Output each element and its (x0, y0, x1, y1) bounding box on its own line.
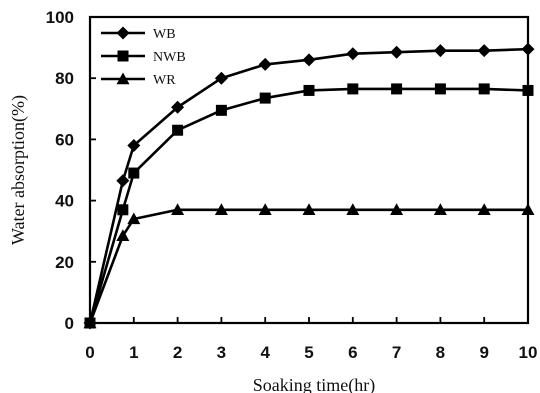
legend-label: WR (153, 73, 176, 88)
legend-label: WB (153, 27, 176, 42)
x-tick-label: 4 (260, 343, 270, 362)
y-tick-labels: 0 20 40 60 80 100 (46, 8, 74, 333)
legend: WB NWB WR (101, 26, 186, 88)
legend-item-nwb: NWB (101, 50, 186, 65)
data-point-wr (116, 229, 130, 241)
data-point-nwb (117, 204, 129, 216)
series-wb (83, 42, 535, 330)
data-point-nwb (434, 83, 446, 95)
legend-item-wr: WR (101, 72, 176, 88)
data-point-wb (433, 44, 447, 58)
data-point-nwb (259, 92, 271, 104)
data-point-nwb (303, 84, 315, 96)
data-point-nwb (522, 84, 534, 96)
series-line-wr (88, 208, 528, 324)
series-group (83, 42, 535, 330)
data-point-nwb (478, 83, 490, 95)
data-point-wr (258, 203, 272, 215)
data-point-wb (390, 45, 404, 59)
legend-marker (116, 26, 130, 40)
x-axis-title: Soaking time(hr) (253, 375, 375, 393)
x-tick-label: 7 (392, 343, 401, 362)
data-point-wr (127, 212, 141, 225)
data-point-wr (346, 203, 360, 215)
y-tick-label: 20 (55, 253, 74, 272)
y-tick-label: 100 (46, 8, 74, 27)
data-point-wb (258, 57, 272, 71)
y-tick-label: 0 (65, 314, 74, 333)
data-point-wr (302, 203, 316, 215)
x-tick-label: 10 (519, 343, 538, 362)
series-nwb (84, 83, 534, 329)
data-point-wb (214, 71, 228, 85)
legend-item-wb: WB (101, 26, 176, 42)
data-point-wb (477, 44, 491, 58)
data-point-wb (127, 139, 141, 153)
data-point-wb (116, 174, 130, 188)
x-tick-label: 1 (129, 343, 138, 362)
series-line-nwb (88, 87, 529, 324)
data-point-wb (171, 100, 185, 114)
legend-marker (116, 72, 130, 85)
data-point-wr (521, 203, 535, 215)
y-tick-label: 80 (55, 69, 74, 88)
data-point-wr (171, 203, 185, 215)
y-axis-title: Water absorption(%) (8, 95, 29, 245)
x-tick-label: 9 (479, 343, 488, 362)
data-point-wb (521, 42, 535, 56)
x-tick-label: 8 (436, 343, 445, 362)
legend-label: NWB (153, 50, 186, 65)
series-wr (83, 203, 535, 329)
data-point-nwb (391, 83, 403, 95)
x-tick-label: 5 (304, 343, 313, 362)
x-tick-label: 0 (85, 343, 94, 362)
series-line-wb (88, 47, 529, 324)
x-tick-label: 6 (348, 343, 357, 362)
data-point-nwb (347, 83, 359, 95)
data-point-wb (346, 47, 360, 61)
data-point-nwb (215, 104, 227, 116)
data-point-nwb (128, 167, 140, 179)
data-point-nwb (172, 124, 184, 136)
data-point-wr (390, 203, 404, 215)
data-point-wr (477, 203, 491, 215)
x-tick-labels: 0 1 2 3 4 5 6 7 8 9 10 (85, 343, 537, 362)
y-tick-label: 40 (55, 192, 74, 211)
x-tick-label: 3 (217, 343, 226, 362)
x-tick-label: 2 (173, 343, 182, 362)
data-point-wr (433, 203, 447, 215)
data-point-wr (214, 203, 228, 215)
data-point-wb (302, 53, 316, 67)
legend-marker (117, 50, 129, 62)
data-point-wr (83, 316, 97, 329)
y-tick-label: 60 (55, 130, 74, 149)
